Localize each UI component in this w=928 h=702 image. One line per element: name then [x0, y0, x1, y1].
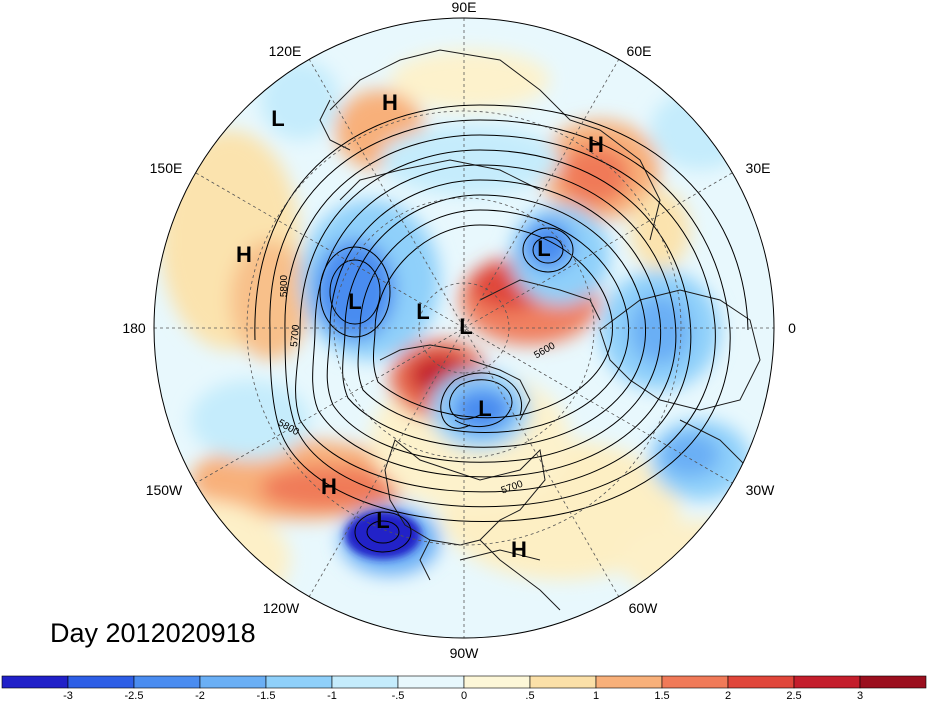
- high-marker: H: [321, 474, 337, 499]
- low-marker: L: [376, 508, 389, 533]
- colorbar-tick-label: -1.5: [257, 690, 276, 702]
- colorbar: -3 -2.5 -2 -1.5 -1 -.5 0 .5 1 1.5 2 2.5 3: [1, 675, 927, 702]
- colorbar-swatch: [463, 675, 531, 689]
- contour-label: 5800: [279, 274, 290, 297]
- low-marker: L: [537, 236, 550, 261]
- colorbar-tick-label: -2.5: [125, 690, 144, 702]
- low-marker: L: [416, 299, 429, 324]
- map-title: Day 2012020918: [50, 618, 256, 648]
- colorbar-tick-label: 2.5: [786, 690, 801, 702]
- high-marker: H: [511, 537, 527, 562]
- colorbar-swatch: [67, 675, 135, 689]
- lon-label-30w: 30W: [746, 482, 776, 498]
- lon-label-60w: 60W: [629, 600, 659, 616]
- lon-label-90e: 90E: [452, 0, 477, 15]
- colorbar-swatch: [331, 675, 399, 689]
- colorbar-tick-label: .5: [525, 690, 534, 702]
- lon-label-150e: 150E: [150, 160, 183, 176]
- colorbar-swatch: [529, 675, 597, 689]
- colorbar-tick-label: 1.5: [654, 690, 669, 702]
- low-marker: L: [271, 106, 284, 131]
- pressure-system-markers: L H H H L L L L L L H L H: [236, 90, 604, 562]
- lon-label-150w: 150W: [146, 482, 183, 498]
- colorbar-swatch: [661, 675, 729, 689]
- colorbar-swatch: [265, 675, 333, 689]
- low-marker: L: [348, 289, 361, 314]
- high-marker: H: [382, 90, 398, 115]
- longitude-labels: 90E 60E 30E 0 30W 60W 90W 120W 150W 180 …: [122, 0, 796, 661]
- map-boundary: [153, 17, 775, 639]
- colorbar-tick-label: -3: [63, 690, 73, 702]
- colorbar-swatch: [1, 675, 69, 689]
- lon-label-0: 0: [788, 320, 796, 336]
- low-marker: L: [459, 314, 472, 339]
- colorbar-swatch: [595, 675, 663, 689]
- colorbar-tick-label: 0: [461, 690, 467, 702]
- anomaly-field: [154, 18, 774, 638]
- colorbar-swatch: [199, 675, 267, 689]
- colorbar-tick-label: 1: [593, 690, 599, 702]
- colorbar-swatch: [859, 675, 927, 689]
- lon-label-30e: 30E: [746, 160, 771, 176]
- colorbar-tick-label: -2: [195, 690, 205, 702]
- colorbar-tick-label: 2: [725, 690, 731, 702]
- lon-label-120e: 120E: [269, 43, 302, 59]
- graticule: [154, 18, 774, 638]
- height-contours: [254, 104, 749, 553]
- low-marker: L: [478, 396, 491, 421]
- colorbar-swatch: [397, 675, 465, 689]
- lon-label-180: 180: [122, 320, 146, 336]
- high-marker: H: [236, 242, 252, 267]
- colorbar-tick-label: -1: [327, 690, 337, 702]
- colorbar-swatch: [793, 675, 861, 689]
- colorbar-tick-label: 3: [857, 690, 863, 702]
- lon-label-120w: 120W: [263, 600, 300, 616]
- high-marker: H: [588, 132, 604, 157]
- lon-label-60e: 60E: [627, 43, 652, 59]
- colorbar-swatch: [727, 675, 795, 689]
- colorbar-tick-label: -.5: [392, 690, 405, 702]
- lon-label-90w: 90W: [450, 645, 480, 661]
- contour-label: 5700: [289, 324, 302, 348]
- colorbar-swatch: [133, 675, 201, 689]
